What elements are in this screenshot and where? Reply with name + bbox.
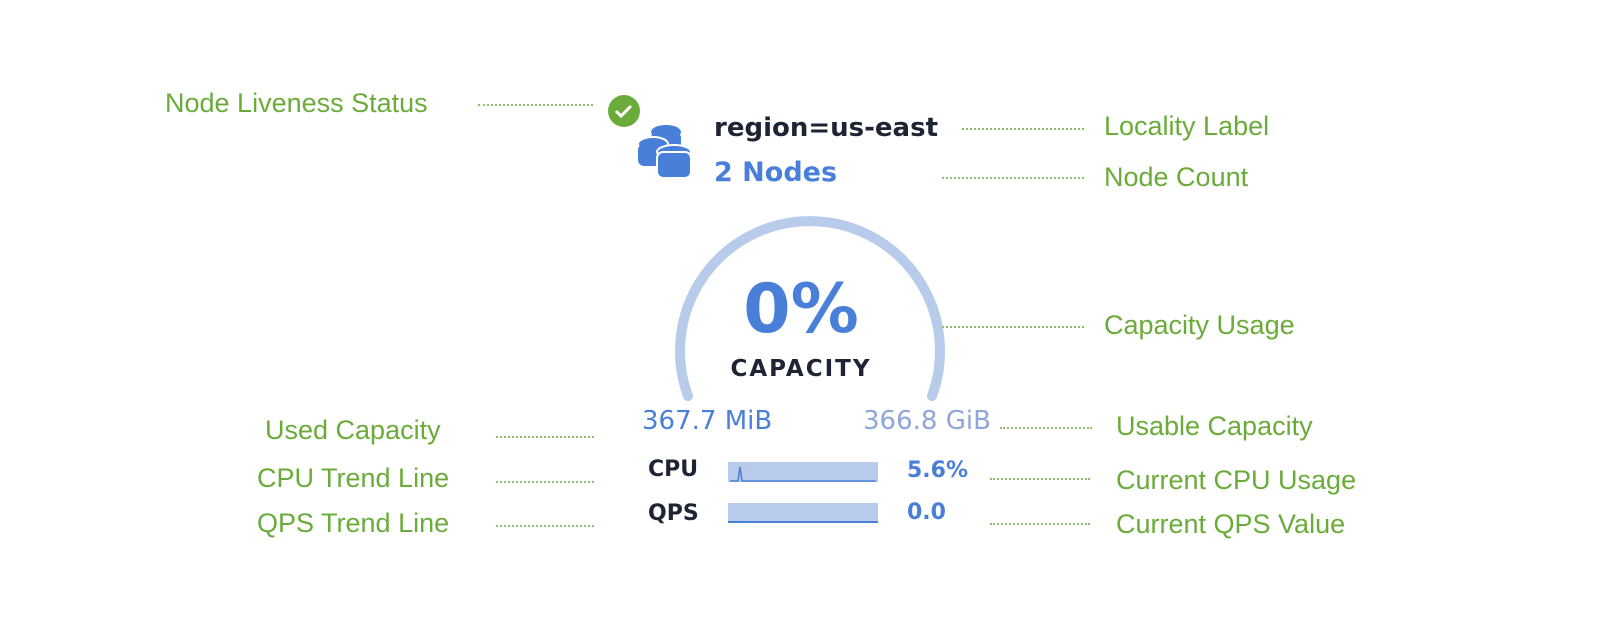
annotation-cpu-current: Current CPU Usage [1116, 465, 1357, 495]
annotation-usable-capacity: Usable Capacity [1116, 411, 1313, 441]
capacity-percent: 0% [743, 270, 859, 349]
annotation-locality: Locality Label [1104, 111, 1270, 141]
annotation-qps-current: Current QPS Value [1116, 509, 1346, 539]
cpu-value: 5.6% [907, 458, 969, 483]
used-capacity: 367.7 MiB [642, 406, 773, 436]
qps-value: 0.0 [907, 500, 946, 525]
gauge-track [675, 216, 945, 401]
leader-line [496, 436, 594, 438]
capacity-gauge [675, 216, 945, 401]
capacity-label: CAPACITY [730, 356, 872, 382]
leader-line [942, 326, 1084, 328]
node-count[interactable]: 2 Nodes [714, 157, 838, 188]
annotation-cpu-trend: CPU Trend Line [257, 463, 450, 493]
annotation-qps-trend: QPS Trend Line [257, 508, 450, 538]
database-icon [637, 125, 692, 179]
locality-label: region=us-east [714, 113, 938, 143]
leader-line [478, 104, 593, 106]
annotation-used-capacity: Used Capacity [265, 415, 441, 445]
annotation-capacity-usage: Capacity Usage [1104, 310, 1295, 340]
leader-line [942, 177, 1084, 179]
cpu-label: CPU [648, 457, 699, 482]
qps-sparkline[interactable] [728, 503, 878, 523]
leader-line [962, 128, 1084, 130]
leader-line [496, 481, 594, 483]
qps-label: QPS [648, 501, 699, 526]
check-circle-icon [608, 95, 640, 127]
annotation-node-count: Node Count [1104, 162, 1249, 192]
leader-line [990, 523, 1090, 525]
cpu-sparkline[interactable] [728, 462, 878, 482]
annotation-liveness: Node Liveness Status [165, 88, 428, 118]
leader-line [990, 478, 1090, 480]
usable-capacity: 366.8 GiB [863, 406, 991, 436]
leader-line [496, 525, 594, 527]
leader-line [1000, 427, 1092, 429]
